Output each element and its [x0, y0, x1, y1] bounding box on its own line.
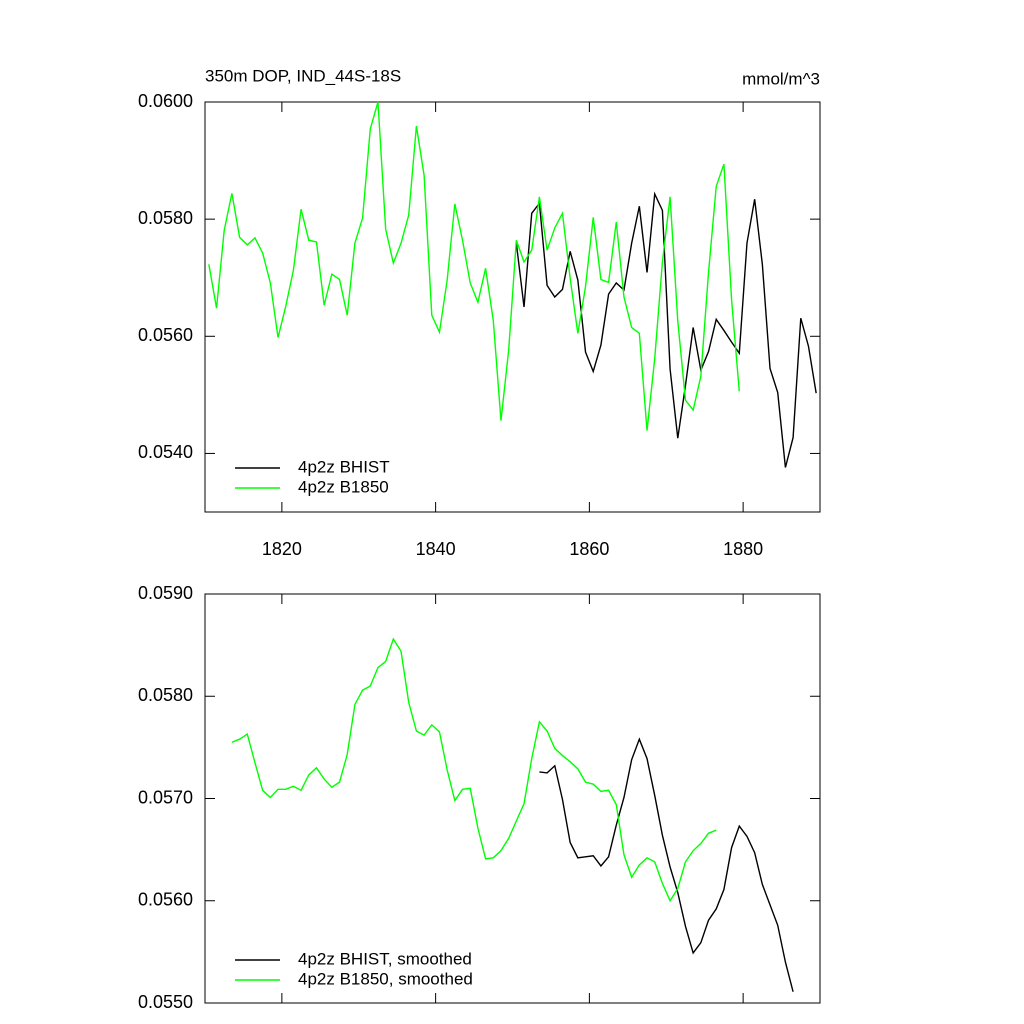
y-tick-label: 0.0560: [138, 325, 193, 345]
y-tick-label: 0.0550: [138, 992, 193, 1012]
y-tick-label: 0.0590: [138, 583, 193, 603]
chart-title: 350m DOP, IND_44S-18S: [205, 66, 401, 85]
y-tick-label: 0.0600: [138, 91, 193, 111]
y-tick-label: 0.0580: [138, 208, 193, 228]
plot-frame: [204, 101, 821, 513]
legend-label: 4p2z B1850: [298, 477, 389, 496]
y-tick-label: 0.0580: [138, 685, 193, 705]
legend-label: 4p2z BHIST: [298, 457, 390, 476]
y-tick-label: 0.0570: [138, 787, 193, 807]
x-tick-label: 1860: [569, 539, 609, 559]
units-label: mmol/m^3: [742, 69, 820, 88]
legend-label: 4p2z B1850, smoothed: [298, 969, 473, 988]
y-tick-label: 0.0560: [138, 890, 193, 910]
series-line: [231, 637, 717, 903]
x-tick-label: 1840: [416, 539, 456, 559]
series-line: [539, 737, 794, 992]
plot-frame: [204, 593, 821, 1004]
y-tick-label: 0.0540: [138, 442, 193, 462]
legend-label: 4p2z BHIST, smoothed: [298, 949, 472, 968]
series-line: [208, 101, 740, 431]
x-tick-label: 1820: [262, 539, 302, 559]
series-line: [515, 191, 817, 468]
x-tick-label: 1880: [723, 539, 763, 559]
